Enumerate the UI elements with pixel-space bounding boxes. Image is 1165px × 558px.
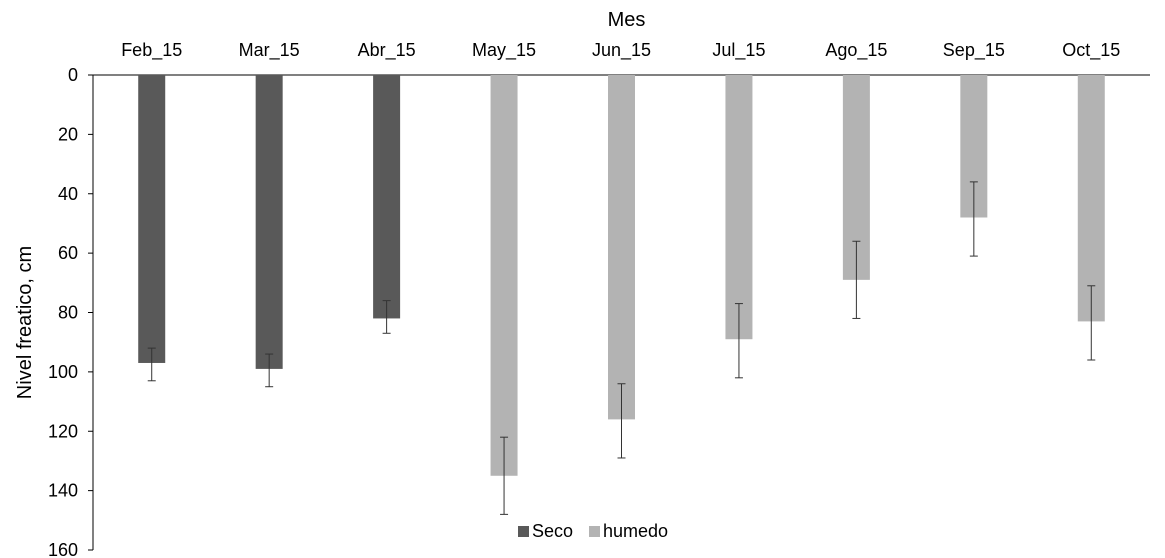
x-tick-label: Ago_15 xyxy=(825,40,887,61)
x-tick-label: Jun_15 xyxy=(592,40,651,61)
y-tick-label: 120 xyxy=(48,421,78,441)
chart-bars xyxy=(138,75,1105,476)
y-tick-label: 140 xyxy=(48,481,78,501)
x-tick-label: May_15 xyxy=(472,40,536,61)
chart-category-labels: Feb_15 Mar_15 Abr_15 May_15 Jun_15 Jul_15 Ago_… xyxy=(121,40,1120,61)
legend-swatch-humedo xyxy=(589,526,600,537)
bar-humedo-jul_15 xyxy=(725,75,753,340)
x-tick-label: Abr_15 xyxy=(358,40,416,61)
chart-tick-labels: 0 20 40 60 80 100 120 140 160 xyxy=(48,65,78,558)
legend-label-humedo: humedo xyxy=(603,521,668,541)
y-tick-label: 60 xyxy=(58,243,78,263)
x-axis-title: Mes xyxy=(608,9,646,31)
y-tick-label: 160 xyxy=(48,540,78,558)
bar-humedo-oct_15 xyxy=(1077,75,1105,322)
y-tick-label: 40 xyxy=(58,184,78,204)
y-axis-title: Nivel freatico, cm xyxy=(14,246,36,399)
y-tick-label: 20 xyxy=(58,124,78,144)
bar-humedo-may_15 xyxy=(490,75,518,476)
y-tick-label: 100 xyxy=(48,362,78,382)
legend-swatch-seco xyxy=(518,526,529,537)
y-tick-label: 80 xyxy=(58,303,78,323)
y-tick-label: 0 xyxy=(68,65,78,85)
legend-label-seco: Seco xyxy=(532,521,573,541)
chart-legend: Seco humedo xyxy=(518,521,668,541)
x-tick-label: Feb_15 xyxy=(121,40,182,61)
bar-humedo-jun_15 xyxy=(608,75,635,420)
bar-seco-mar_15 xyxy=(255,75,283,369)
x-tick-label: Jul_15 xyxy=(712,40,765,61)
x-tick-label: Sep_15 xyxy=(943,40,1005,61)
chart-error-bars xyxy=(147,181,1096,515)
bar-seco-abr_15 xyxy=(373,75,401,319)
bar-seco-feb_15 xyxy=(138,75,166,363)
x-tick-label: Mar_15 xyxy=(239,40,300,61)
x-tick-label: Oct_15 xyxy=(1062,40,1120,61)
